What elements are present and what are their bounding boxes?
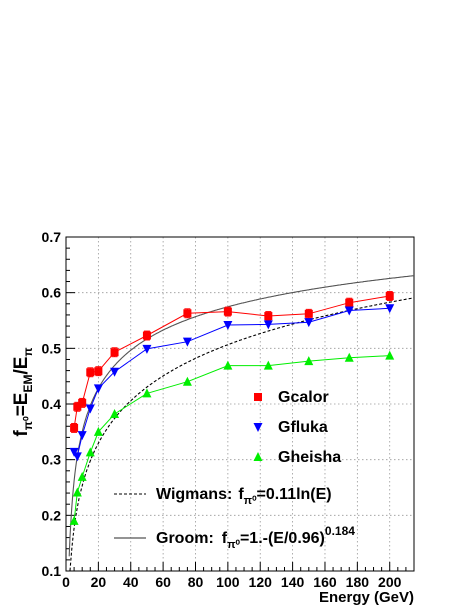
y-tick-label: 0.1: [42, 563, 62, 579]
x-tick-label: 120: [249, 574, 273, 590]
data-point-gfluka: [385, 304, 395, 314]
data-point-gheisha: [263, 360, 273, 370]
data-point-gcalor: [86, 368, 95, 377]
data-point-gheisha: [77, 471, 87, 481]
legend-label-gheisha: Gheisha: [278, 449, 341, 466]
y-axis-title-slash-e: /E: [11, 357, 32, 375]
data-point-gcalor: [78, 398, 87, 407]
data-point-gcalor: [385, 292, 394, 301]
x-axis-title: Energy (GeV): [319, 589, 414, 606]
data-point-gcalor: [94, 367, 103, 376]
curve-groom: [68, 275, 415, 557]
legend-marker-gheisha: [253, 452, 263, 461]
theory-curves: [68, 275, 415, 571]
data-point-gfluka: [110, 367, 120, 377]
data-point-gheisha: [344, 352, 354, 362]
y-axis-title-sub-pi0: π⁰: [21, 416, 35, 430]
data-point-gheisha: [110, 409, 120, 419]
data-point-gcalor: [264, 312, 273, 321]
legend: Gcalor Gfluka Gheisha: [253, 389, 341, 466]
series-line-gfluka: [73, 307, 390, 458]
chart-axes: 0 20 40 60 80 100 120 140 160 180 200 0.1 0.2 0.3 0.4 0…: [42, 229, 407, 590]
data-point-gfluka: [93, 384, 103, 394]
legend-label-gfluka: Gfluka: [278, 419, 328, 436]
legend-wigmans-name: Wigmans: [156, 486, 227, 503]
data-point-gheisha: [93, 426, 103, 436]
x-tick-label: 100: [216, 574, 240, 590]
x-tick-label: 20: [91, 574, 107, 590]
series-line-gcalor: [73, 295, 390, 428]
data-point-gfluka: [344, 306, 354, 316]
data-point-gheisha: [72, 487, 82, 497]
legend-wigmans-rhs: =0.11ln(E): [256, 486, 331, 503]
data-point-gfluka: [182, 337, 192, 347]
data-point-gfluka: [304, 318, 314, 328]
data-point-gcalor: [304, 309, 313, 318]
legend-formulas: Wigmans: fπ⁰=0.11ln(E) Groom: fπ⁰=1.-(E/0.…: [114, 486, 355, 551]
legend-marker-gcalor: [254, 393, 262, 401]
legend-groom-f: f: [222, 530, 228, 547]
series-gfluka: [69, 304, 395, 462]
y-tick-label: 0.5: [42, 340, 62, 356]
y-tick-label: 0.3: [42, 452, 62, 468]
x-tick-label: 80: [188, 574, 204, 590]
legend-marker-gfluka: [253, 423, 263, 432]
data-point-gheisha: [85, 447, 95, 457]
data-point-gfluka: [142, 344, 152, 354]
y-tick-label: 0.4: [42, 396, 62, 412]
legend-groom-sub: π⁰: [227, 539, 240, 551]
data-point-gcalor: [73, 402, 82, 411]
data-point-gcalor: [345, 298, 354, 307]
data-point-gcalor: [223, 307, 232, 316]
x-tick-label: 140: [281, 574, 305, 590]
data-point-gheisha: [304, 356, 314, 366]
legend-label-gcalor: Gcalor: [278, 389, 329, 406]
legend-groom-sep: :: [208, 530, 213, 547]
data-series: [69, 291, 395, 525]
data-point-gfluka: [223, 320, 233, 330]
x-tick-label: 0: [62, 574, 70, 590]
x-tick-label: 180: [346, 574, 370, 590]
legend-wigmans-sub: π⁰: [244, 495, 257, 507]
y-axis-title: fπ⁰=EEM/Eπ: [11, 347, 35, 436]
y-axis-title-eq-e: =E: [11, 393, 32, 417]
data-point-gcalor: [142, 331, 151, 340]
data-point-gcalor: [183, 309, 192, 318]
x-tick-label: 40: [123, 574, 139, 590]
legend-label-groom: Groom: fπ⁰=1.-(E/0.96)0.184: [156, 524, 355, 551]
data-point-gfluka: [77, 431, 87, 441]
data-point-gcalor: [70, 423, 79, 432]
y-axis-title-sub-em: EM: [21, 375, 35, 393]
x-tick-label: 200: [378, 574, 402, 590]
data-point-gcalor: [110, 348, 119, 357]
y-tick-label: 0.6: [42, 285, 62, 301]
data-point-gheisha: [69, 515, 79, 525]
x-tick-label: 60: [155, 574, 171, 590]
curve-wigmans: [69, 297, 415, 571]
legend-label-wigmans: Wigmans: fπ⁰=0.11ln(E): [156, 486, 332, 507]
y-tick-label: 0.7: [42, 229, 62, 245]
data-point-gfluka: [85, 404, 95, 414]
y-axis-title-sub-pi: π: [21, 347, 35, 356]
legend-wigmans-sep: :: [227, 486, 232, 503]
legend-groom-name: Groom: [156, 530, 208, 547]
chart-grid: [66, 237, 414, 571]
legend-wigmans-f: f: [238, 486, 244, 503]
data-point-gheisha: [223, 360, 233, 370]
y-tick-label: 0.2: [42, 507, 62, 523]
series-gheisha: [69, 350, 395, 525]
x-tick-label: 160: [313, 574, 337, 590]
y-axis-title-f: f: [11, 430, 32, 437]
data-point-gfluka: [263, 320, 273, 330]
data-point-gfluka: [72, 452, 82, 462]
data-point-gheisha: [142, 388, 152, 398]
data-point-gheisha: [182, 376, 192, 386]
data-point-gheisha: [385, 350, 395, 360]
legend-groom-rhs: =1.-(E/0.96): [240, 530, 325, 547]
legend-groom-sup: 0.184: [325, 524, 355, 538]
